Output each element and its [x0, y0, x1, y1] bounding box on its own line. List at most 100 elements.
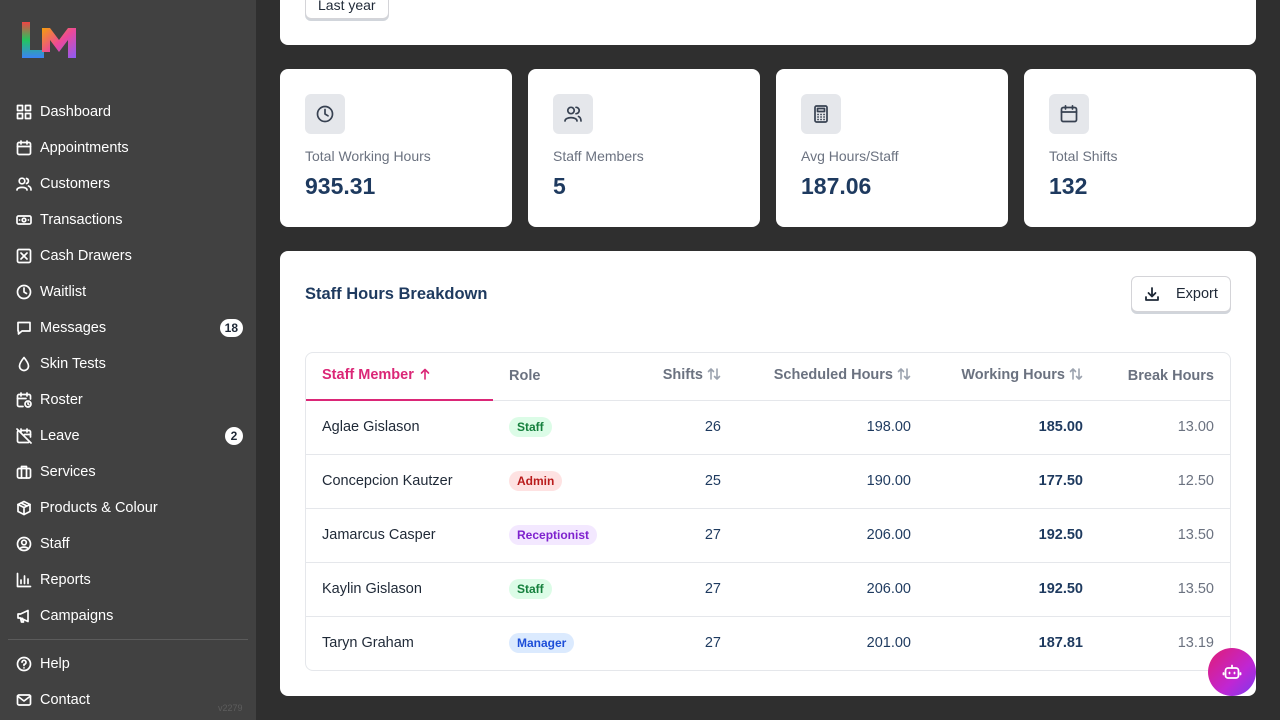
sidebar-item-label: Roster: [40, 392, 83, 408]
app-logo[interactable]: [22, 22, 76, 58]
sidebar-item-messages[interactable]: Messages 18: [8, 310, 248, 346]
role-badge: Manager: [509, 633, 575, 654]
calculator-icon: [801, 94, 841, 134]
user-circle-icon: [16, 536, 32, 552]
working-hours-cell: 177.50: [927, 454, 1099, 509]
staff-name: Taryn Graham: [322, 635, 414, 652]
sort-icon: [1069, 367, 1083, 385]
sidebar-item-label: Customers: [40, 176, 111, 192]
stat-value: 132: [1049, 173, 1088, 199]
sidebar-nav: Dashboard Appointments Customers Transac…: [8, 94, 248, 718]
calendar-clock-icon: [16, 392, 32, 408]
sidebar-item-roster[interactable]: Roster: [8, 382, 248, 418]
sidebar-item-customers[interactable]: Customers: [8, 166, 248, 202]
sidebar-item-label: Services: [40, 464, 96, 480]
sidebar-item-cash-drawers[interactable]: Cash Drawers: [8, 238, 248, 274]
column-header-break-hours[interactable]: Break Hours: [1099, 353, 1230, 401]
role-badge: Staff: [509, 417, 552, 437]
table-row[interactable]: Aglae Gislason Staff 26 198.00 185.00 13…: [306, 400, 1230, 455]
working-hours-cell: 187.81: [1038, 635, 1083, 652]
break-hours-cell: 13.50: [1099, 508, 1230, 563]
sidebar-item-label: Campaigns: [40, 608, 114, 624]
role-badge: Staff: [509, 579, 552, 599]
table-row[interactable]: Concepcion Kautzer Admin 25 190.00 177.5…: [306, 454, 1230, 509]
staff-hours-table: Staff Member Role Shifts Scheduled Hours…: [305, 352, 1231, 671]
shifts-cell: 27: [621, 562, 737, 617]
messages-count-badge: 18: [219, 319, 243, 337]
sidebar-item-leave[interactable]: Leave 2: [8, 418, 248, 454]
sidebar-item-skin-tests[interactable]: Skin Tests: [8, 346, 248, 382]
column-header-scheduled-hours[interactable]: Scheduled Hours: [737, 353, 927, 401]
grid-icon: [16, 104, 32, 120]
staff-name: Kaylin Gislason: [306, 562, 493, 617]
stat-label: Total Working Hours: [305, 148, 431, 164]
sidebar-item-label: Reports: [40, 572, 91, 588]
working-hours-cell: 192.50: [927, 508, 1099, 563]
export-button[interactable]: Export: [1131, 276, 1231, 312]
stat-card-staff-members: Staff Members 5: [528, 69, 760, 227]
sidebar-item-transactions[interactable]: Transactions: [8, 202, 248, 238]
export-label: Export: [1176, 286, 1218, 302]
scheduled-hours-cell: 190.00: [737, 454, 927, 509]
sidebar-item-contact[interactable]: Contact: [8, 682, 248, 718]
bot-icon: [1222, 664, 1242, 679]
sidebar-item-waitlist[interactable]: Waitlist: [8, 274, 248, 310]
clock-icon: [16, 284, 32, 300]
period-filter-button[interactable]: Last year: [305, 0, 389, 19]
droplet-icon: [16, 356, 32, 372]
sidebar-item-label: Dashboard: [40, 104, 111, 120]
calendar-off-icon: [16, 428, 32, 444]
break-hours-cell: 13.00: [1099, 400, 1230, 455]
box-x-icon: [16, 248, 32, 264]
sidebar-item-label: Messages: [40, 320, 107, 336]
staff-name: Jamarcus Casper: [306, 508, 493, 563]
sidebar-item-help[interactable]: Help: [8, 646, 248, 682]
sidebar-item-label: Waitlist: [40, 284, 87, 300]
app-version: v2279: [218, 703, 243, 713]
break-hours-cell: 13.19: [1177, 635, 1214, 652]
role-badge: Receptionist: [509, 525, 598, 545]
stat-value: 187.06: [801, 173, 872, 199]
break-hours-cell: 13.50: [1099, 562, 1230, 617]
briefcase-icon: [16, 464, 32, 480]
shifts-cell: 26: [621, 400, 737, 455]
sidebar-item-staff[interactable]: Staff: [8, 526, 248, 562]
section-title: Staff Hours Breakdown: [305, 285, 488, 303]
shifts-cell: 25: [621, 454, 737, 509]
break-hours-cell: 12.50: [1099, 454, 1230, 509]
sidebar-item-appointments[interactable]: Appointments: [8, 130, 248, 166]
stat-card-total-shifts: Total Shifts 132: [1024, 69, 1256, 227]
column-header-working-hours[interactable]: Working Hours: [927, 353, 1099, 401]
staff-name: Concepcion Kautzer: [306, 454, 493, 509]
sidebar-item-campaigns[interactable]: Campaigns: [8, 598, 248, 634]
message-icon: [16, 320, 32, 336]
sidebar-item-services[interactable]: Services: [8, 454, 248, 490]
sidebar-item-label: Staff: [40, 536, 70, 552]
stat-label: Staff Members: [553, 148, 644, 164]
table-row[interactable]: Taryn Graham Manager 27 201.00 187.81 13…: [306, 616, 1230, 670]
megaphone-icon: [16, 608, 32, 624]
working-hours-cell: 185.00: [927, 400, 1099, 455]
sidebar-item-products-colour[interactable]: Products & Colour: [8, 490, 248, 526]
table-row[interactable]: Jamarcus Casper Receptionist 27 206.00 1…: [306, 508, 1230, 563]
sidebar: Dashboard Appointments Customers Transac…: [0, 0, 256, 720]
column-header-staff-member[interactable]: Staff Member: [306, 353, 493, 401]
assistant-button[interactable]: [1208, 648, 1256, 696]
sidebar-divider: [8, 639, 248, 640]
column-header-role: Role: [493, 353, 621, 401]
sidebar-item-label: Skin Tests: [40, 356, 106, 372]
table-row[interactable]: Kaylin Gislason Staff 27 206.00 192.50 1…: [306, 562, 1230, 617]
scheduled-hours-cell: 198.00: [737, 400, 927, 455]
sidebar-item-dashboard[interactable]: Dashboard: [8, 94, 248, 130]
sidebar-item-reports[interactable]: Reports: [8, 562, 248, 598]
sidebar-item-label: Cash Drawers: [40, 248, 132, 264]
users-icon: [553, 94, 593, 134]
help-circle-icon: [16, 656, 32, 672]
download-icon: [1145, 287, 1159, 301]
column-header-shifts[interactable]: Shifts: [621, 353, 737, 401]
stat-card-avg-hours: Avg Hours/Staff 187.06: [776, 69, 1008, 227]
staff-name: Aglae Gislason: [306, 400, 493, 455]
users-icon: [16, 176, 32, 192]
sidebar-item-label: Help: [40, 656, 70, 672]
sidebar-item-label: Transactions: [40, 212, 123, 228]
